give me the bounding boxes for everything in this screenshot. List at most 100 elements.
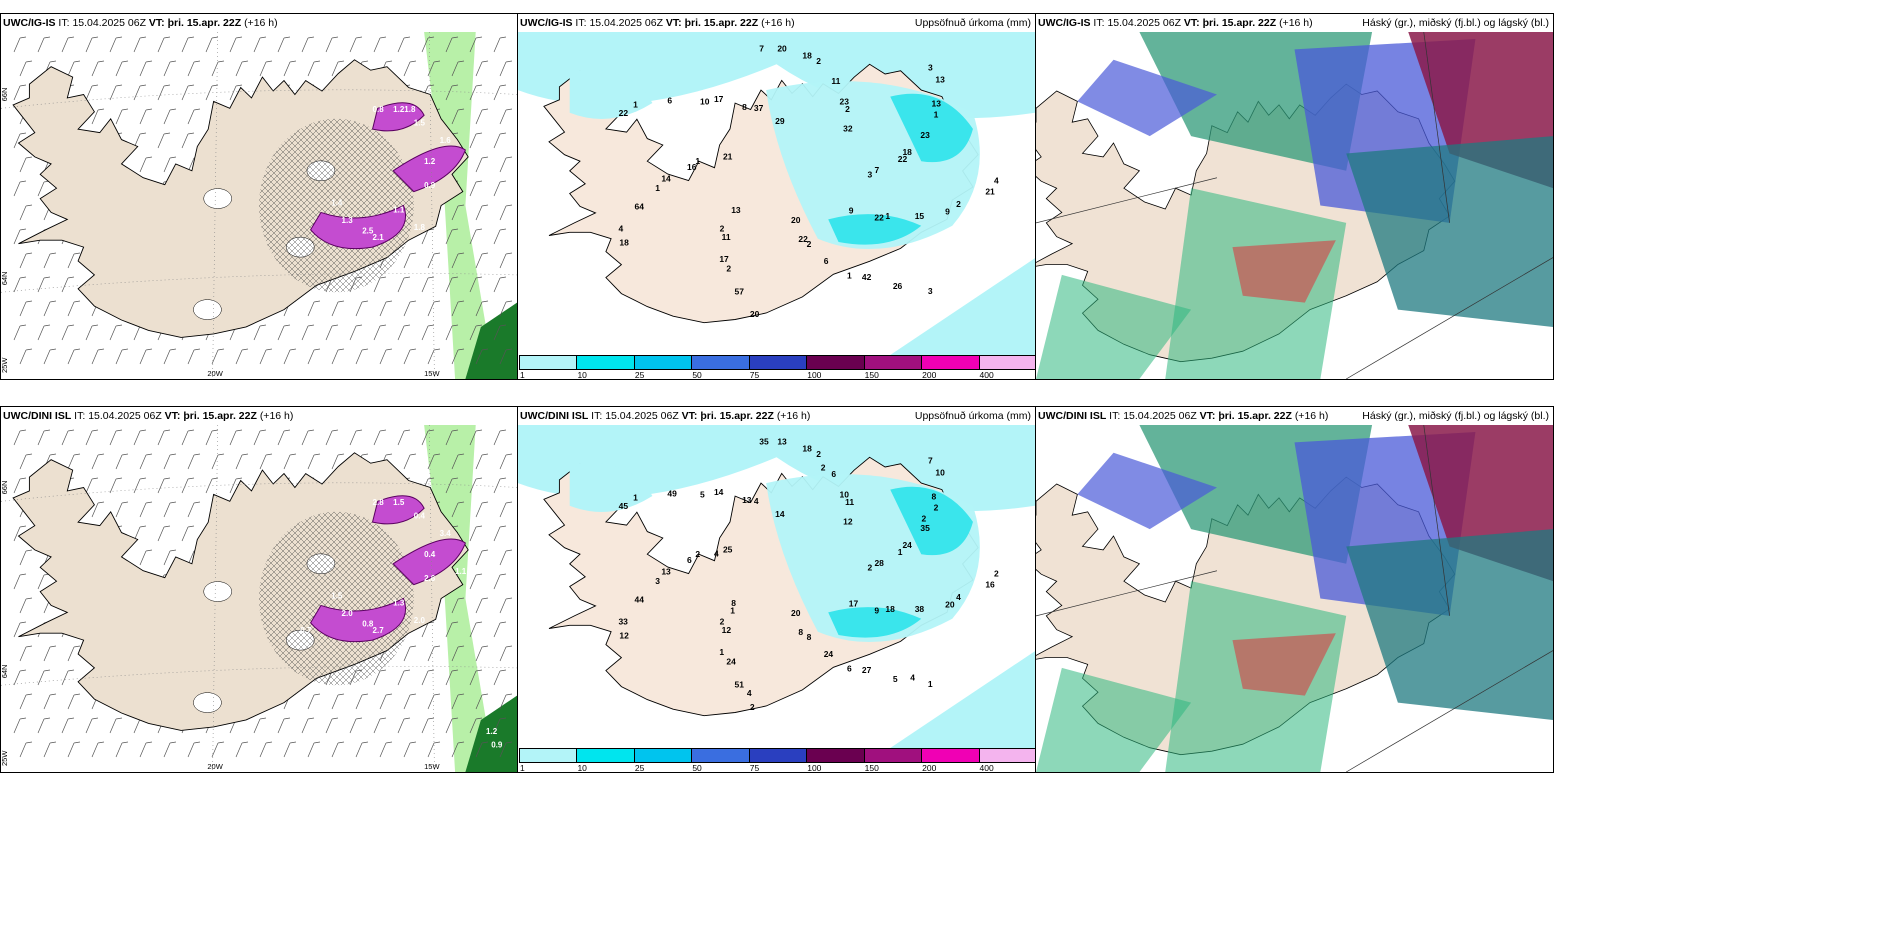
colorbar-swatch [519,748,578,763]
precip-amount-label: 5 [893,674,898,684]
precip-amount-label: 28 [874,558,884,568]
glacier [193,299,222,320]
it-label: IT: [591,410,603,422]
precip-amount-label: 16 [985,580,995,590]
cloud-layer-area [1077,452,1217,530]
lat-label-66n: 66N [1,481,9,495]
colorbar-swatch [921,748,980,763]
heavy-precip-area [465,695,517,772]
precip-amount-label: 4 [956,592,961,602]
precip-amount-label: 51 [734,679,744,689]
map-panel-cloud: UWC/DINI ISL IT: 15.04.2025 06Z VT: þri.… [1035,406,1554,773]
moderate-precip-area [828,214,922,245]
precip-area [424,32,517,379]
cloud-layer-area [1036,274,1192,379]
panel-header: UWC/IG-IS IT: 15.04.2025 06Z VT: þri. 15… [3,17,513,31]
wind-speed-label: 0.8 [373,105,385,114]
panel-header: UWC/IG-IS IT: 15.04.2025 06Z VT: þri. 15… [520,17,1031,31]
precip-amount-label: 2 [720,223,725,233]
precip-amount-label: 2 [816,449,821,459]
precip-amount-label: 1 [934,110,939,120]
it-label: IT: [74,410,86,422]
field-title: Háský (gr.), miðský (fj.bl.) og lágský (… [1362,17,1549,29]
colorbar-tick: 100 [807,763,822,773]
panel-header: UWC/DINI ISL IT: 15.04.2025 06Z VT: þri.… [1038,410,1549,424]
field-title: Uppsöfnuð úrkoma (mm) [914,410,1031,422]
precip-amount-label: 13 [935,74,945,84]
valid-time: þri. 15.apr. 22Z [700,410,774,422]
heavy-precip-area [465,302,517,379]
precip-amount-label: 2 [956,199,961,209]
precip-amount-label: 3 [867,169,872,179]
map-svg: 2.8 1.5 0.4 3.4 0.4 2.6 1.3 0.8 2.0 2.7 1.5 2.0 0.7 1… [1,425,517,772]
valid-time: þri. 15.apr. 22Z [684,17,759,29]
precip-amount-label: 4 [754,496,759,506]
precip-amount-label: 2 [921,513,926,523]
precip-amount-label: 18 [619,237,629,247]
map-panel-precip: UWC/DINI ISL IT: 15.04.2025 06Z VT: þri.… [517,406,1036,773]
lead-time: (+16 h) [1294,410,1329,422]
wind-speed-label: 1.3 [393,598,405,607]
precip-amount-label: 18 [902,147,912,157]
colorbar-swatch [691,355,750,370]
colorbar-tick: 75 [749,763,760,773]
precip-amount-label: 11 [722,232,731,242]
valid-time: þri. 15.apr. 22Z [183,410,257,422]
colorbar-tick: 25 [634,763,645,773]
lon-label-25w: 25W [1,750,9,766]
map-panel-precip: UWC/IG-IS IT: 15.04.2025 06Z VT: þri. 15… [517,13,1036,380]
map-panel-cloud: UWC/IG-IS IT: 15.04.2025 06Z VT: þri. 15… [1035,13,1554,380]
wind-speed-label: 2.8 [373,498,385,507]
precip-amount-label: 35 [759,436,769,446]
precip-amount-label: 49 [667,488,677,498]
precip-amount-label: 2 [816,56,821,66]
map-svg: 0.8 1.21.8 1.5 1.6 1.2 0.9 1.1 2.5 1.3 2.1 1.4 1.8 6… [1,32,517,379]
vt-label: VT: [665,17,682,29]
precip-amount-label: 10 [935,467,945,477]
map-area [1036,425,1553,772]
cloud-layer-area [1036,667,1192,772]
precip-amount-label: 10 [700,96,710,106]
colorbar-swatch [748,748,808,763]
precip-amount-label: 35 [920,523,930,533]
precip-amount-label: 37 [754,103,764,113]
lon-label-15w: 15W [424,762,440,771]
init-time: 15.04.2025 06Z [1123,410,1197,422]
precip-amount-label: 1 [695,156,700,166]
lead-time: (+16 h) [761,17,795,29]
precip-amount-label: 1 [928,679,933,689]
wind-speed-label: 2.5 [362,226,374,235]
precip-amount-label: 18 [802,50,812,60]
colorbar-swatch [519,355,578,370]
magenta-bands [309,495,467,643]
field-title: Uppsöfnuð úrkoma (mm) [914,17,1031,29]
wind-speed-label: 0.8 [362,619,374,628]
colorbar-tick: 200 [922,763,937,773]
light-precip-area [890,258,1035,355]
snow-hatch-area [259,511,414,686]
snow-hatch-area [259,118,414,293]
precip-amount-label: 5 [700,489,705,499]
precip-amount-label: 20 [750,309,760,319]
init-time: 15.04.2025 06Z [1107,17,1181,29]
precip-amount-label: 1 [633,100,638,110]
precip-amount-label: 12 [619,630,629,640]
precip-amount-label: 2 [845,104,850,114]
borders [1036,32,1553,379]
precip-amount-label: 22 [874,213,884,223]
panel-header: UWC/DINI ISL IT: 15.04.2025 06Z VT: þri.… [520,410,1031,424]
lead-time: (+16 h) [259,410,294,422]
precip-amount-label: 8 [731,598,736,608]
precip-amount-label: 4 [910,672,915,682]
precip-amount-label: 23 [920,130,930,140]
colorbar-swatch [863,355,923,370]
wind-speed-label: 0.4 [424,550,436,559]
wind-speed-label: 1.5 [393,498,405,507]
precip-amount-label: 9 [945,206,950,216]
init-time: 15.04.2025 06Z [88,410,162,422]
wind-speed-label: 1.5 [331,592,343,601]
colorbar-swatch [691,748,750,763]
vt-label: VT: [148,17,165,29]
panel-header: UWC/DINI ISL IT: 15.04.2025 06Z VT: þri.… [3,410,513,424]
precip-amount-label: 1 [719,647,724,657]
